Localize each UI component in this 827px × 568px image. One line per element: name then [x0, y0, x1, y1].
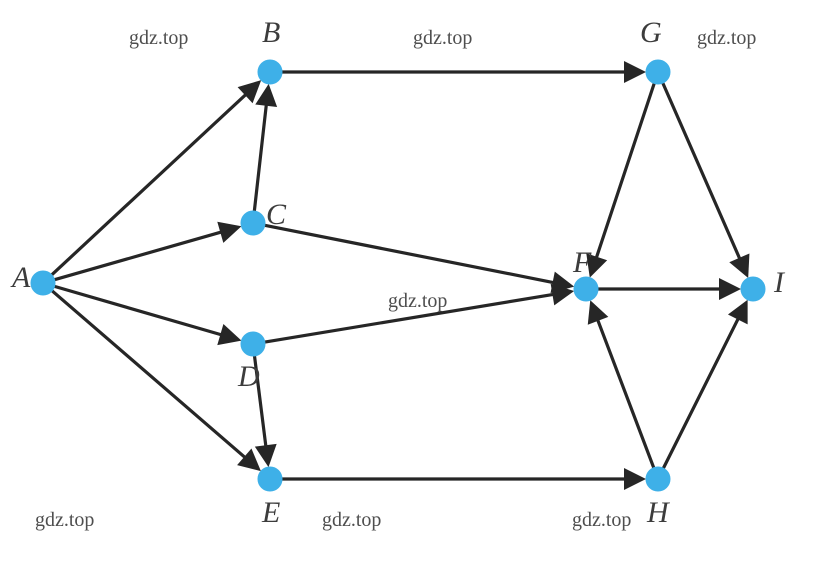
edge-A-C	[55, 232, 221, 279]
edge-D-F	[265, 295, 553, 343]
node-A	[31, 271, 55, 295]
edge-A-B	[52, 95, 245, 275]
node-B	[258, 60, 282, 84]
edge-D-E	[255, 356, 266, 445]
edge-G-F	[597, 83, 655, 256]
edges	[52, 61, 750, 490]
node-E	[258, 467, 282, 491]
node-I	[741, 277, 765, 301]
edge-C-F	[265, 225, 553, 282]
node-D	[241, 332, 265, 356]
arrowhead-A-C	[217, 222, 241, 243]
edge-G-I	[663, 83, 740, 258]
edge-C-B	[254, 106, 266, 211]
directed-graph	[0, 0, 827, 568]
nodes	[31, 60, 765, 491]
edge-H-I	[663, 319, 737, 468]
node-F	[574, 277, 598, 301]
arrowhead-G-F	[586, 253, 607, 277]
arrowhead-E-H	[624, 468, 646, 490]
arrowhead-D-E	[255, 444, 277, 467]
node-C	[241, 211, 265, 235]
node-G	[646, 60, 670, 84]
arrowhead-B-G	[624, 61, 646, 83]
arrowhead-A-D	[217, 324, 241, 345]
node-H	[646, 467, 670, 491]
edge-A-E	[52, 291, 244, 457]
arrowhead-C-B	[255, 84, 277, 107]
edge-A-D	[55, 286, 221, 334]
edge-H-F	[598, 321, 654, 468]
arrowhead-F-I	[719, 278, 741, 300]
